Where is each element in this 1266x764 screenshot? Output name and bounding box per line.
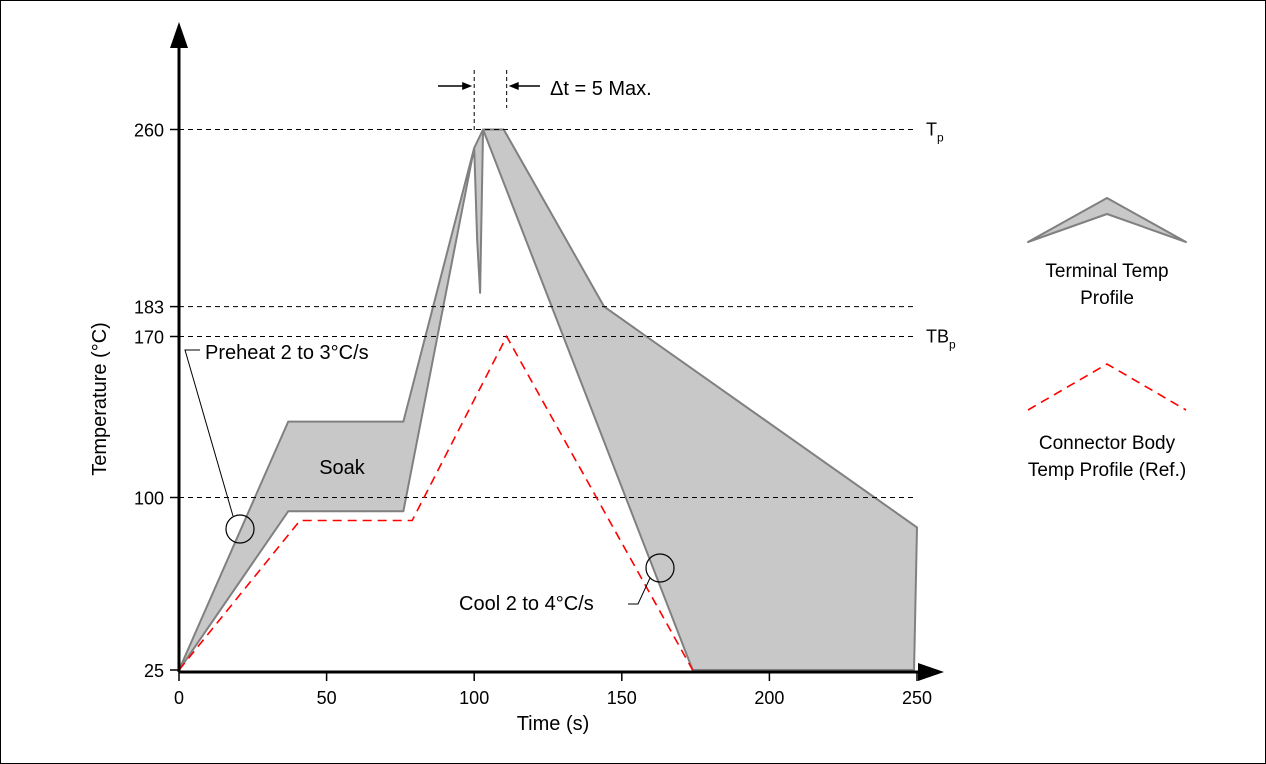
ticks-layer: 0 50 100 150 200 250 25 100 170 183 260 <box>134 121 932 709</box>
x-axis-arrow <box>918 663 944 681</box>
y-tick-label-183: 183 <box>134 298 164 318</box>
y-axis-title: Temperature (°C) <box>89 322 111 476</box>
y-tick-label-170: 170 <box>134 328 164 348</box>
y-tick-label-260: 260 <box>134 121 164 141</box>
reference-line-label-260: Tp <box>926 120 944 145</box>
y-tick-label-100: 100 <box>134 489 164 509</box>
legend-label-terminal-line2: Profile <box>1080 288 1134 309</box>
legend-label-connector-line2: Temp Profile (Ref.) <box>1028 460 1186 481</box>
cool-leader-line <box>628 577 651 605</box>
delta-t-left-arrowhead <box>462 82 473 90</box>
x-tick-label-100: 100 <box>459 688 489 708</box>
reference-line-subscript-260: p <box>937 131 944 145</box>
legend-label-terminal-line1: Terminal Temp <box>1045 261 1168 282</box>
legend-label-connector-line1: Connector Body <box>1039 433 1176 454</box>
x-tick-label-150: 150 <box>607 688 637 708</box>
connector-body-profile-line <box>178 334 694 671</box>
delta-t-right-arrowhead <box>508 82 519 90</box>
terminal-temp-band <box>178 128 918 671</box>
soak-label: Soak <box>319 457 366 479</box>
x-tick-label-50: 50 <box>317 688 337 708</box>
x-tick-label-250: 250 <box>902 688 932 708</box>
x-axis-title: Time (s) <box>517 713 590 735</box>
legend-layer <box>1027 197 1187 411</box>
connector-profile-layer <box>178 334 694 671</box>
delta-t-label: Δt = 5 Max. <box>550 78 652 100</box>
legend-symbol-connector <box>1027 363 1187 411</box>
preheat-label: Preheat 2 to 3°C/s <box>205 342 369 364</box>
axes-layer <box>170 22 944 681</box>
annotations-layer <box>184 70 675 605</box>
legend-symbol-terminal <box>1027 197 1187 243</box>
cool-callout-circle <box>645 553 675 583</box>
reference-line-subscript-170: p <box>949 338 956 352</box>
terminal-band-layer <box>178 128 918 671</box>
preheat-leader-line <box>184 349 234 517</box>
x-tick-label-200: 200 <box>754 688 784 708</box>
y-axis-arrow <box>170 22 188 48</box>
reference-line-label-170: TBp <box>926 327 956 352</box>
cool-label: Cool 2 to 4°C/s <box>459 593 594 615</box>
y-tick-label-25: 25 <box>144 661 164 681</box>
x-tick-label-0: 0 <box>174 688 184 708</box>
preheat-callout-circle <box>225 514 255 544</box>
